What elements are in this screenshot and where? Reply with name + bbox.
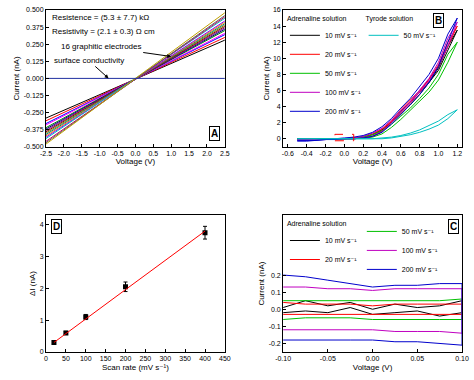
svg-text:300: 300 xyxy=(159,355,171,362)
svg-text:200 mV s⁻¹: 200 mV s⁻¹ xyxy=(325,108,361,115)
svg-text:0: 0 xyxy=(40,348,44,355)
svg-text:Tyrode solution: Tyrode solution xyxy=(366,15,414,23)
svg-text:-0.375: -0.375 xyxy=(24,126,44,133)
svg-text:0.10: 0.10 xyxy=(455,355,469,362)
svg-text:ΔI (nA): ΔI (nA) xyxy=(28,271,37,296)
svg-text:100 mV s⁻¹: 100 mV s⁻¹ xyxy=(325,89,361,96)
svg-text:150: 150 xyxy=(100,355,112,362)
svg-text:-1.5: -1.5 xyxy=(76,150,88,157)
svg-text:14: 14 xyxy=(273,23,281,30)
svg-text:0.0: 0.0 xyxy=(131,150,141,157)
svg-text:-0.2: -0.2 xyxy=(319,150,331,157)
svg-text:100 mV s⁻¹: 100 mV s⁻¹ xyxy=(402,247,438,254)
svg-text:Scan rate (mV s⁻¹): Scan rate (mV s⁻¹) xyxy=(102,363,169,372)
svg-text:0.2: 0.2 xyxy=(358,150,368,157)
svg-text:0.125: 0.125 xyxy=(26,58,44,65)
svg-text:0.00: 0.00 xyxy=(366,355,380,362)
svg-text:400: 400 xyxy=(199,355,211,362)
svg-text:1.0: 1.0 xyxy=(434,150,444,157)
svg-text:8: 8 xyxy=(277,71,281,78)
svg-text:0.375: 0.375 xyxy=(26,24,44,31)
svg-text:-2.0: -2.0 xyxy=(58,150,70,157)
svg-text:Voltage (V): Voltage (V) xyxy=(353,157,393,166)
svg-text:0.0: 0.0 xyxy=(339,150,349,157)
svg-text:10: 10 xyxy=(273,55,281,62)
svg-text:2: 2 xyxy=(40,285,44,292)
svg-text:16 graphitic electrodes: 16 graphitic electrodes xyxy=(61,42,142,51)
svg-text:Current (nA): Current (nA) xyxy=(12,56,21,100)
svg-text:Adrenaline solution: Adrenaline solution xyxy=(287,15,347,22)
svg-text:450: 450 xyxy=(219,355,231,362)
svg-text:12: 12 xyxy=(273,39,281,46)
svg-text:-0.10: -0.10 xyxy=(275,355,291,362)
svg-text:1.2: 1.2 xyxy=(452,150,462,157)
svg-text:200 mV s⁻¹: 200 mV s⁻¹ xyxy=(402,266,438,273)
svg-text:3: 3 xyxy=(40,253,44,260)
svg-text:1.5: 1.5 xyxy=(184,150,194,157)
svg-text:Adrenaline solution: Adrenaline solution xyxy=(287,220,347,227)
svg-text:B: B xyxy=(435,15,442,26)
svg-text:Voltage (V): Voltage (V) xyxy=(353,363,393,372)
svg-text:Resistence = (5.3 ± 7.7) kΩ: Resistence = (5.3 ± 7.7) kΩ xyxy=(52,13,149,22)
svg-text:20 mV s⁻¹: 20 mV s⁻¹ xyxy=(325,51,357,58)
svg-text:-0.2: -0.2 xyxy=(269,340,281,347)
svg-text:Current (nA): Current (nA) xyxy=(262,56,271,100)
svg-text:0.0: 0.0 xyxy=(271,306,281,313)
svg-text:-0.6: -0.6 xyxy=(282,150,294,157)
svg-text:0.4: 0.4 xyxy=(377,150,387,157)
svg-text:2: 2 xyxy=(277,119,281,126)
svg-text:1: 1 xyxy=(40,317,44,324)
svg-text:2.5: 2.5 xyxy=(220,150,230,157)
svg-text:surface conductivity: surface conductivity xyxy=(54,56,124,65)
svg-text:0.8: 0.8 xyxy=(415,150,425,157)
svg-text:-0.125: -0.125 xyxy=(24,92,44,99)
svg-text:200: 200 xyxy=(120,355,132,362)
svg-text:-1.0: -1.0 xyxy=(94,150,106,157)
svg-text:0.2: 0.2 xyxy=(271,272,281,279)
svg-text:0: 0 xyxy=(44,355,48,362)
svg-text:0.05: 0.05 xyxy=(410,355,424,362)
svg-text:20 mV s⁻¹: 20 mV s⁻¹ xyxy=(325,256,357,263)
svg-text:250: 250 xyxy=(140,355,152,362)
svg-text:50 mV s⁻¹: 50 mV s⁻¹ xyxy=(402,228,434,235)
svg-text:16: 16 xyxy=(273,6,281,13)
svg-text:10 mV s⁻¹: 10 mV s⁻¹ xyxy=(325,237,357,244)
svg-text:50 mV s⁻¹: 50 mV s⁻¹ xyxy=(325,70,357,77)
svg-text:0.6: 0.6 xyxy=(396,150,406,157)
svg-text:0.000: 0.000 xyxy=(26,75,44,82)
svg-text:Current (nA): Current (nA) xyxy=(257,261,266,305)
svg-text:Voltage (V): Voltage (V) xyxy=(116,157,156,166)
svg-text:-0.1: -0.1 xyxy=(269,323,281,330)
svg-text:-0.500: -0.500 xyxy=(24,143,44,150)
svg-text:50 mV s⁻¹: 50 mV s⁻¹ xyxy=(404,32,436,39)
svg-text:-2.5: -2.5 xyxy=(40,150,52,157)
svg-text:0.5: 0.5 xyxy=(148,150,158,157)
svg-text:2.0: 2.0 xyxy=(202,150,212,157)
svg-text:A: A xyxy=(211,128,218,139)
svg-text:-0.5: -0.5 xyxy=(112,150,124,157)
svg-text:4: 4 xyxy=(40,221,44,228)
svg-text:-0.250: -0.250 xyxy=(24,109,44,116)
svg-text:1.0: 1.0 xyxy=(166,150,176,157)
svg-text:Resistivity = (2.1 ± 0.3) Ω cm: Resistivity = (2.1 ± 0.3) Ω cm xyxy=(52,27,155,36)
svg-text:350: 350 xyxy=(179,355,191,362)
svg-text:0: 0 xyxy=(277,135,281,142)
svg-text:-0.05: -0.05 xyxy=(320,355,336,362)
svg-text:-0.4: -0.4 xyxy=(301,150,313,157)
svg-text:0.250: 0.250 xyxy=(26,41,44,48)
svg-text:C: C xyxy=(450,221,457,232)
svg-text:10 mV s⁻¹: 10 mV s⁻¹ xyxy=(325,32,357,39)
svg-text:D: D xyxy=(53,221,60,232)
svg-text:50: 50 xyxy=(62,355,70,362)
svg-text:4: 4 xyxy=(277,103,281,110)
svg-text:0.1: 0.1 xyxy=(271,289,281,296)
svg-text:0.500: 0.500 xyxy=(26,6,44,13)
svg-text:100: 100 xyxy=(80,355,92,362)
svg-text:6: 6 xyxy=(277,87,281,94)
